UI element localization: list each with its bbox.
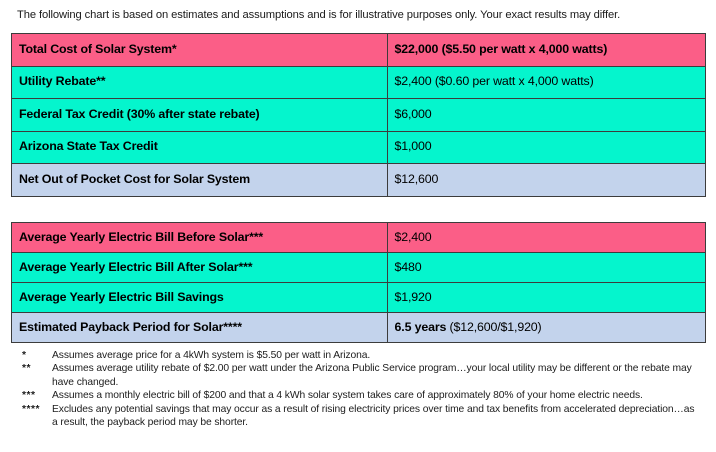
footnote-marker: *** — [22, 390, 36, 402]
footnote-text: Assumes average utility rebate of $2.00 … — [52, 363, 692, 388]
row-label-cell: Average Yearly Electric Bill After Solar… — [11, 252, 388, 283]
footnote-text: Excludes any potential savings that may … — [52, 403, 695, 429]
row-value-cell: $2,400 ($0.60 per watt x 4,000 watts) — [386, 65, 707, 99]
footnote-item: *** Assumes a monthly electric bill of $2… — [0, 389, 716, 402]
row-label-cell: Average Yearly Electric Bill Savings — [11, 282, 388, 313]
row-label-cell: Net Out of Pocket Cost for Solar System — [11, 163, 388, 197]
table-row: Federal Tax Credit (30% after state reba… — [11, 98, 707, 132]
table-row: Total Cost of Solar System* $22,000 ($5.5… — [11, 33, 707, 67]
solar-cost-table: Total Cost of Solar System* $22,000 ($5.5… — [11, 33, 707, 197]
table-row: Arizona State Tax Credit $1,000 — [11, 130, 707, 164]
table-row: Estimated Payback Period for Solar**** 6.… — [11, 312, 707, 343]
footnote-item: ** Assumes average utility rebate of $2.0… — [0, 362, 716, 389]
row-label-cell: Arizona State Tax Credit — [11, 130, 388, 164]
footnote-text: Assumes a monthly electric bill of $200 … — [52, 390, 643, 402]
row-value-cell: $6,000 — [386, 98, 707, 132]
row-value-remainder: ($12,600/$1,920) — [446, 319, 542, 334]
footnote-marker: **** — [22, 403, 41, 415]
row-value-cell: $1,000 — [386, 130, 707, 164]
footnote-text: Assumes average price for a 4kWh system … — [52, 350, 371, 361]
footnote-marker: ** — [22, 363, 32, 375]
row-value-cell: 6.5 years ($12,600/$1,920) — [386, 312, 707, 343]
row-label-cell: Utility Rebate** — [11, 65, 388, 99]
footnote-item: **** Excludes any potential savings that … — [0, 403, 716, 430]
table-row: Utility Rebate** $2,400 ($0.60 per watt x… — [11, 65, 707, 99]
row-value-cell: $22,000 ($5.50 per watt x 4,000 watts) — [386, 33, 707, 67]
row-label-cell: Federal Tax Credit (30% after state reba… — [11, 98, 388, 132]
row-value-emphasis: 6.5 years — [394, 319, 447, 334]
table-row: Net Out of Pocket Cost for Solar System $… — [11, 163, 707, 197]
row-value-cell: $1,920 — [386, 282, 707, 313]
table-row: Average Yearly Electric Bill After Solar… — [11, 252, 707, 283]
row-label-cell: Estimated Payback Period for Solar**** — [11, 312, 388, 343]
solar-cost-table-body: Total Cost of Solar System* $22,000 ($5.5… — [11, 33, 707, 197]
table-row: Average Yearly Electric Bill Savings $1,9… — [11, 282, 707, 313]
footnote-marker: * — [22, 350, 27, 361]
footnote-item: * Assumes average price for a 4kWh system… — [0, 349, 716, 362]
intro-disclaimer-text: The following chart is based on estimate… — [17, 9, 621, 21]
row-value-cell: $2,400 — [386, 222, 707, 253]
electric-bill-savings-table: Average Yearly Electric Bill Before Sola… — [11, 222, 707, 343]
row-value-cell: $480 — [386, 252, 707, 283]
electric-bill-savings-table-body: Average Yearly Electric Bill Before Sola… — [11, 222, 707, 343]
footnotes-list: * Assumes average price for a 4kWh system… — [0, 349, 716, 429]
table-row: Average Yearly Electric Bill Before Sola… — [11, 222, 707, 253]
row-label-cell: Total Cost of Solar System* — [11, 33, 388, 67]
row-label-cell: Average Yearly Electric Bill Before Sola… — [11, 222, 388, 253]
row-value-cell: $12,600 — [386, 163, 707, 197]
